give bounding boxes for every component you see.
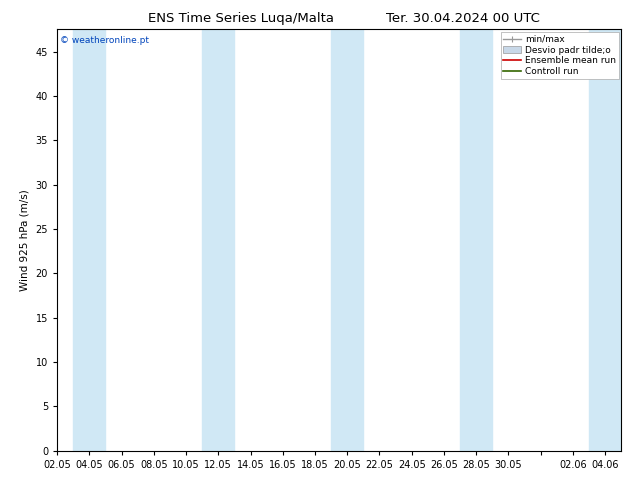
Bar [202, 29, 235, 451]
Bar [73, 29, 105, 451]
Bar [460, 29, 493, 451]
Bar [331, 29, 363, 451]
Text: Ter. 30.04.2024 00 UTC: Ter. 30.04.2024 00 UTC [386, 12, 540, 25]
Legend: min/max, Desvio padr tilde;o, Ensemble mean run, Controll run: min/max, Desvio padr tilde;o, Ensemble m… [500, 32, 619, 79]
Y-axis label: Wind 925 hPa (m/s): Wind 925 hPa (m/s) [20, 189, 30, 291]
Text: ENS Time Series Luqa/Malta: ENS Time Series Luqa/Malta [148, 12, 334, 25]
Bar [589, 29, 621, 451]
Text: © weatheronline.pt: © weatheronline.pt [60, 36, 149, 45]
